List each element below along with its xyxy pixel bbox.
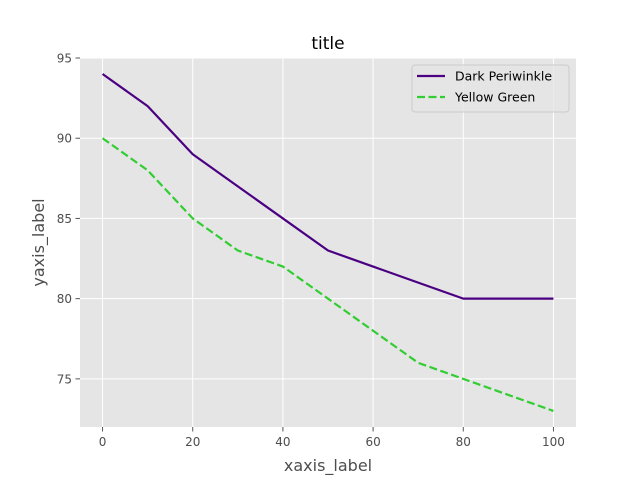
x-tick-label: 80: [456, 435, 471, 449]
x-tick-label: 40: [275, 435, 290, 449]
x-tick-label: 0: [99, 435, 107, 449]
y-axis-label: yaxis_label: [29, 198, 49, 286]
axis-ticks: 0 20 40 60 80 100 75 80 85 90 95: [57, 52, 565, 450]
y-tick-label: 75: [57, 372, 72, 386]
legend-label-dark-periwinkle: Dark Periwinkle: [455, 69, 552, 84]
legend-label-yellow-green: Yellow Green: [454, 90, 535, 105]
y-tick-label: 85: [57, 212, 72, 226]
x-axis-label: xaxis_label: [284, 456, 372, 476]
y-tick-label: 90: [57, 132, 72, 146]
legend: Dark Periwinkle Yellow Green: [411, 64, 570, 113]
grid-lines: [80, 57, 576, 427]
y-tick-label: 80: [57, 292, 72, 306]
x-tick-label: 100: [542, 435, 565, 449]
chart-title: title: [311, 34, 344, 54]
x-tick-label: 60: [365, 435, 380, 449]
plot-area: [80, 58, 576, 427]
series-lines: [101, 73, 554, 412]
y-tick-label: 95: [57, 52, 72, 66]
legend-box: [411, 64, 570, 113]
x-tick-label: 20: [185, 435, 200, 449]
